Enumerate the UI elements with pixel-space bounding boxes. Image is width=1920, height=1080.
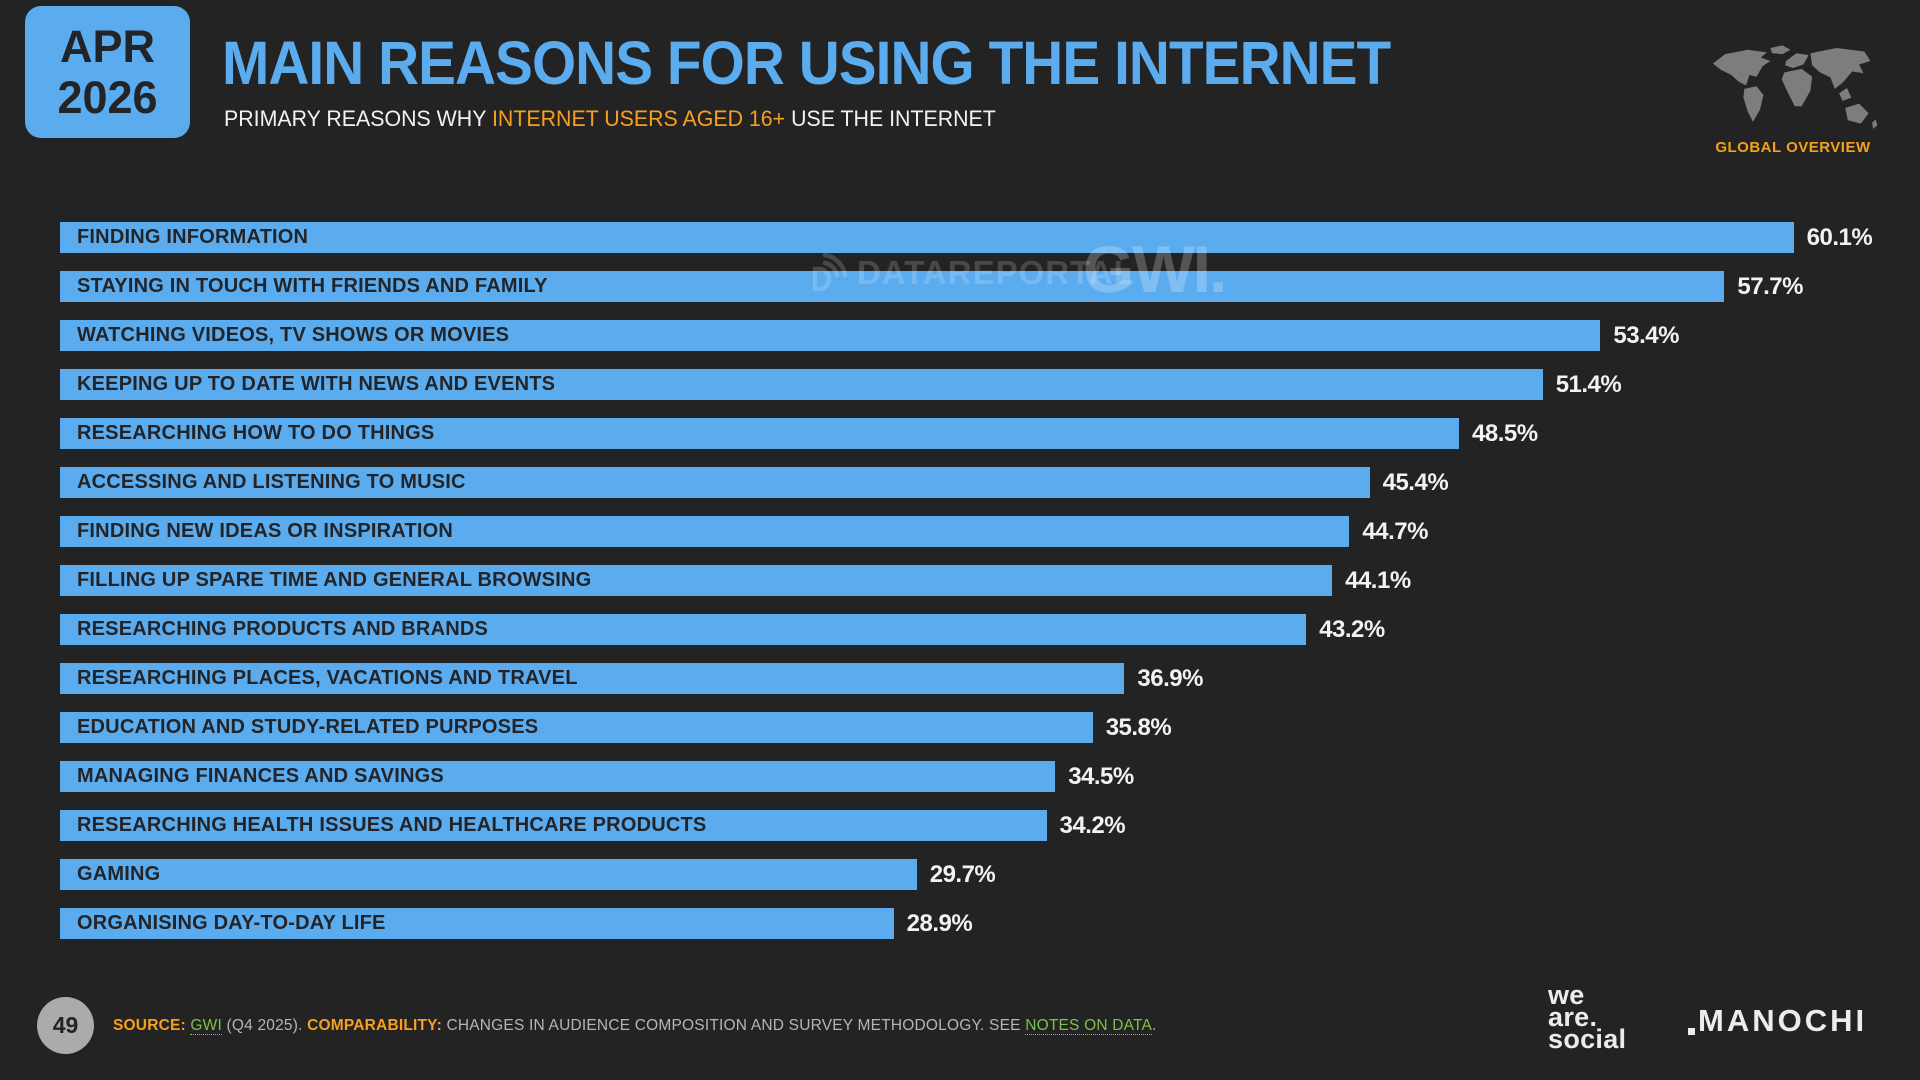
bar-row: FILLING UP SPARE TIME AND GENERAL BROWSI… xyxy=(60,565,1860,596)
bar: RESEARCHING HOW TO DO THINGS xyxy=(60,418,1460,449)
bar-label: RESEARCHING PLACES, VACATIONS AND TRAVEL xyxy=(77,667,578,689)
bar: GAMING xyxy=(60,859,917,890)
bar-value: 48.5% xyxy=(1472,419,1538,447)
bar-row: FINDING INFORMATION 60.1% xyxy=(60,222,1873,253)
bar-value: 45.4% xyxy=(1382,468,1449,496)
manochi-logo: MANOCHI xyxy=(1688,1003,1867,1039)
subtitle-highlight: INTERNET USERS AGED 16+ xyxy=(492,106,786,131)
we-are-social-logo: we are. social xyxy=(1548,980,1627,1054)
bar-row: RESEARCHING HEALTH ISSUES AND HEALTHCARE… xyxy=(60,810,1860,841)
bar-row: ORGANISING DAY-TO-DAY LIFE 28.9% xyxy=(60,908,1860,939)
subtitle-prefix: PRIMARY REASONS WHY xyxy=(224,106,493,131)
bar-label: MANAGING FINANCES AND SAVINGS xyxy=(77,765,444,787)
bar: RESEARCHING PRODUCTS AND BRANDS xyxy=(60,614,1307,645)
bar: ACCESSING AND LISTENING TO MUSIC xyxy=(60,467,1370,498)
source-end: . xyxy=(1152,1017,1157,1034)
bar-row: MANAGING FINANCES AND SAVINGS 34.5% xyxy=(60,761,1860,792)
bar-chart: FINDING INFORMATION 60.1% STAYING IN TOU… xyxy=(60,222,1873,957)
comparability-text: CHANGES IN AUDIENCE COMPOSITION AND SURV… xyxy=(441,1017,1026,1034)
bar: EDUCATION AND STUDY-RELATED PURPOSES xyxy=(60,712,1093,743)
page-subtitle: PRIMARY REASONS WHY INTERNET USERS AGED … xyxy=(224,106,996,132)
bar: WATCHING VIDEOS, TV SHOWS OR MOVIES xyxy=(60,320,1601,351)
world-map-icon xyxy=(1712,45,1878,129)
bar-label: GAMING xyxy=(77,863,161,885)
bar-value: 36.9% xyxy=(1137,664,1203,692)
bar: FILLING UP SPARE TIME AND GENERAL BROWSI… xyxy=(60,565,1333,596)
bar-value: 34.5% xyxy=(1068,762,1134,790)
bar-label: ACCESSING AND LISTENING TO MUSIC xyxy=(77,471,466,493)
bar-value: 60.1% xyxy=(1806,223,1873,251)
bar-value: 43.2% xyxy=(1319,615,1385,643)
region-block: GLOBAL OVERVIEW xyxy=(1706,42,1880,156)
bar-label: FINDING INFORMATION xyxy=(77,226,309,248)
bar-label: EDUCATION AND STUDY-RELATED PURPOSES xyxy=(77,716,539,738)
bar-value: 29.7% xyxy=(929,860,996,888)
bar-value: 51.4% xyxy=(1555,370,1622,398)
source-mid: (Q4 2025). xyxy=(222,1017,308,1034)
bar: STAYING IN TOUCH WITH FRIENDS AND FAMILY xyxy=(60,271,1725,302)
comparability-label: COMPARABILITY: xyxy=(307,1017,442,1034)
bar-value: 28.9% xyxy=(906,909,973,937)
bar-label: RESEARCHING PRODUCTS AND BRANDS xyxy=(77,618,489,640)
bar: RESEARCHING HEALTH ISSUES AND HEALTHCARE… xyxy=(60,810,1047,841)
bar: FINDING INFORMATION xyxy=(60,222,1794,253)
bar-label: KEEPING UP TO DATE WITH NEWS AND EVENTS xyxy=(77,373,556,395)
bar: FINDING NEW IDEAS OR INSPIRATION xyxy=(60,516,1350,547)
page-number-badge: 49 xyxy=(37,997,94,1054)
bar-row: WATCHING VIDEOS, TV SHOWS OR MOVIES 53.4… xyxy=(60,320,1860,351)
subtitle-suffix: USE THE INTERNET xyxy=(785,106,996,131)
bar-label: RESEARCHING HOW TO DO THINGS xyxy=(77,422,435,444)
notes-on-data-link[interactable]: NOTES ON DATA xyxy=(1025,1017,1153,1035)
bar-label: STAYING IN TOUCH WITH FRIENDS AND FAMILY xyxy=(77,275,548,297)
we-are-social-line3: social xyxy=(1548,1024,1627,1054)
bar-label: FINDING NEW IDEAS OR INSPIRATION xyxy=(77,520,454,542)
bar-row: FINDING NEW IDEAS OR INSPIRATION 44.7% xyxy=(60,516,1860,547)
date-badge-year: 2026 xyxy=(57,72,158,123)
bar-row: KEEPING UP TO DATE WITH NEWS AND EVENTS … xyxy=(60,369,1860,400)
bar-value: 44.7% xyxy=(1362,517,1428,545)
page-number: 49 xyxy=(52,1012,79,1038)
bar: KEEPING UP TO DATE WITH NEWS AND EVENTS xyxy=(60,369,1543,400)
bar-value: 44.1% xyxy=(1345,566,1411,594)
bar-row: GAMING 29.7% xyxy=(60,859,1860,890)
bar-value: 35.8% xyxy=(1105,713,1172,741)
bar: MANAGING FINANCES AND SAVINGS xyxy=(60,761,1056,792)
bar-label: FILLING UP SPARE TIME AND GENERAL BROWSI… xyxy=(77,569,592,591)
we-are-social-line1: we xyxy=(1548,980,1585,1010)
we-are-social-line2: are. xyxy=(1548,1002,1598,1032)
bar: RESEARCHING PLACES, VACATIONS AND TRAVEL xyxy=(60,663,1125,694)
bar-label: RESEARCHING HEALTH ISSUES AND HEALTHCARE… xyxy=(77,814,707,836)
source-note: SOURCE: GWI (Q4 2025). COMPARABILITY: CH… xyxy=(113,1017,1157,1035)
date-badge: APR 2026 xyxy=(25,6,190,138)
bar-value: 57.7% xyxy=(1737,272,1803,300)
date-badge-month: APR xyxy=(59,21,155,72)
source-link-gwi[interactable]: GWI xyxy=(190,1017,222,1035)
page-title: MAIN REASONS FOR USING THE INTERNET xyxy=(222,29,1391,97)
bar-row: ACCESSING AND LISTENING TO MUSIC 45.4% xyxy=(60,467,1860,498)
bar-row: RESEARCHING PLACES, VACATIONS AND TRAVEL… xyxy=(60,663,1860,694)
bar-row: STAYING IN TOUCH WITH FRIENDS AND FAMILY… xyxy=(60,271,1860,302)
bar-row: RESEARCHING PRODUCTS AND BRANDS 43.2% xyxy=(60,614,1860,645)
bar-label: WATCHING VIDEOS, TV SHOWS OR MOVIES xyxy=(77,324,510,346)
bar-value: 34.2% xyxy=(1059,811,1126,839)
bar-label: ORGANISING DAY-TO-DAY LIFE xyxy=(77,912,386,934)
region-label: GLOBAL OVERVIEW xyxy=(1715,139,1871,156)
bar-row: EDUCATION AND STUDY-RELATED PURPOSES 35.… xyxy=(60,712,1860,743)
manochi-logo-text: MANOCHI xyxy=(1698,1003,1868,1038)
bar-value: 53.4% xyxy=(1613,321,1679,349)
source-label: SOURCE: xyxy=(113,1017,186,1034)
bar: ORGANISING DAY-TO-DAY LIFE xyxy=(60,908,894,939)
bar-row: RESEARCHING HOW TO DO THINGS 48.5% xyxy=(60,418,1860,449)
manochi-logo-dot xyxy=(1688,1028,1695,1035)
